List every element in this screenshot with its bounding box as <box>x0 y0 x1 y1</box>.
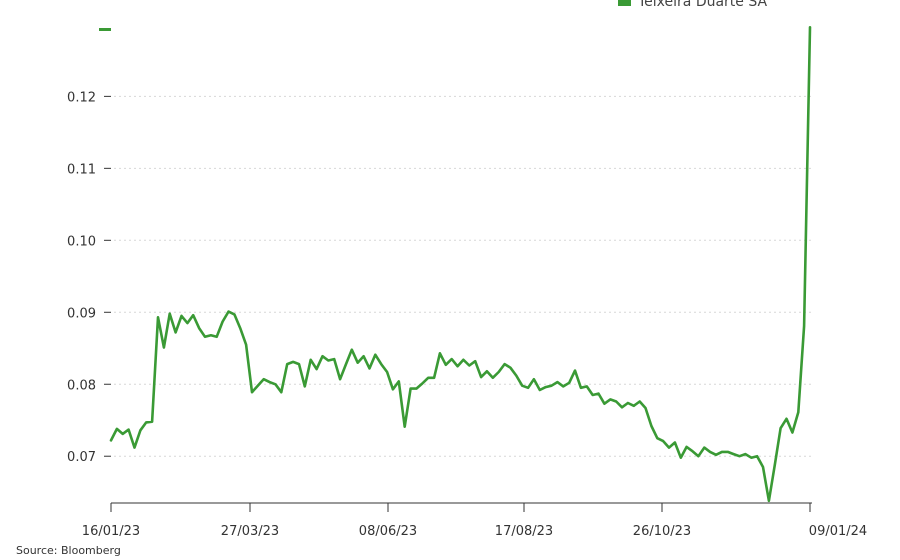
x-tick-label: 09/01/24 <box>809 524 867 539</box>
y-tick-label: 0.10 <box>67 234 96 249</box>
legend-label: Teixeira Duarte SA <box>637 0 768 10</box>
legend-swatch <box>618 0 631 6</box>
y-tick-label: 0.12 <box>67 90 96 105</box>
y-axis-ticks: 0.07 0.08 0.09 0.10 0.11 0.12 <box>67 90 111 465</box>
legend: Teixeira Duarte SA <box>618 0 768 10</box>
y-tick-label: 0.11 <box>67 162 96 177</box>
x-tick-label: 27/03/23 <box>221 524 279 539</box>
x-axis-ticks: 16/01/23 27/03/23 08/06/23 17/08/23 26/10/23… <box>82 503 867 539</box>
x-tick-label: 17/08/23 <box>495 524 553 539</box>
y-tick-label: 0.09 <box>67 306 96 321</box>
y-tick-label: 0.07 <box>67 450 96 465</box>
x-tick-label: 16/01/23 <box>82 524 140 539</box>
y-tick-label: 0.08 <box>67 378 96 393</box>
top-tick-marker <box>99 28 111 31</box>
x-tick-label: 08/06/23 <box>359 524 417 539</box>
gridlines <box>114 95 812 457</box>
series-line <box>109 26 812 503</box>
source-note: Source: Bloomberg <box>16 544 121 557</box>
x-tick-label: 26/10/23 <box>633 524 691 539</box>
